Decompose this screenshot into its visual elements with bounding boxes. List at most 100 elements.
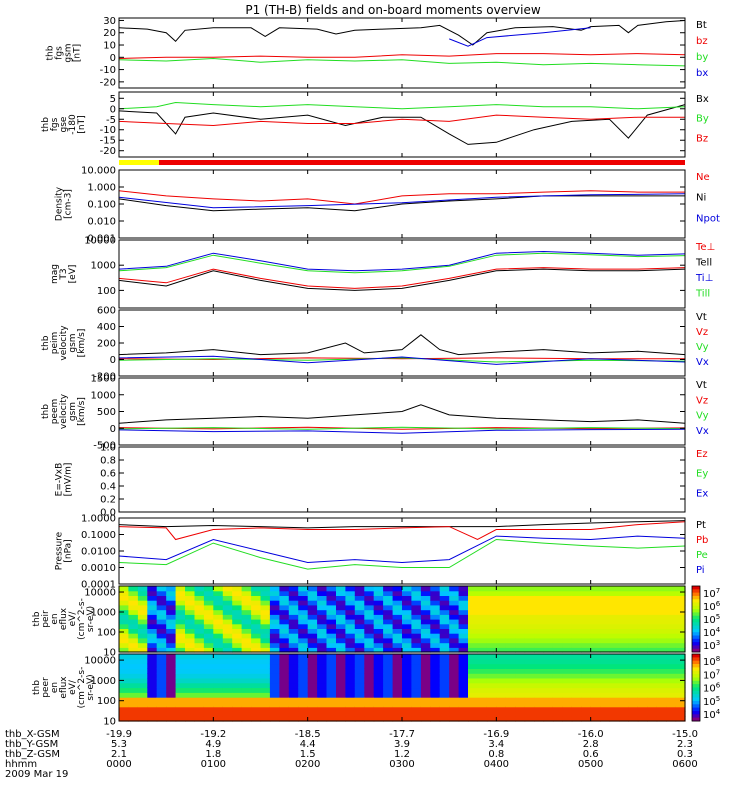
y-tick-label: 10 — [103, 717, 116, 728]
y-tick-label: 1.0000 — [81, 514, 116, 525]
y-axis-label: velocity — [59, 393, 69, 429]
series-line-Vy — [118, 426, 686, 430]
y-axis-label: thb — [32, 611, 42, 626]
series-line-bx — [449, 27, 591, 47]
y-axis-label: gse — [59, 116, 69, 132]
y-tick-label: 0.8 — [100, 456, 116, 467]
series-line-Bt — [118, 20, 686, 46]
time-axis-tick-label: 2.3 — [677, 739, 693, 750]
legend-entry: Till — [695, 289, 710, 300]
time-axis-tick-label: 1.5 — [300, 749, 316, 760]
y-axis-label: eV/ — [68, 679, 78, 695]
time-axis-tick-label: -17.7 — [389, 729, 415, 740]
legend-pressure: Pt Pb Pe Pi — [696, 520, 708, 576]
panel-pressure: Pt Pb Pe Pi 1.0000 0.1000 0.0100 0.0010 0.0001 Pr… — [55, 514, 709, 591]
mode-bar — [119, 160, 685, 165]
spectrogram-peer_spec — [119, 654, 686, 722]
colorbar-tick-label: 108 — [703, 655, 720, 668]
colorbar-tick-label: 106 — [703, 682, 721, 695]
time-axis-tick-label: 0600 — [672, 759, 697, 770]
y-axis-label: velocity — [59, 325, 69, 361]
y-tick-label: 0.0010 — [81, 563, 116, 574]
colorbar-tick-label: 105 — [703, 695, 720, 708]
legend-entry: Npot — [696, 213, 720, 224]
time-axis-tick-label: 5.3 — [111, 739, 127, 750]
y-axis-label: [mV/m] — [64, 463, 74, 497]
y-axis-label: [nPa] — [64, 539, 74, 562]
legend-entry: Vy — [696, 342, 709, 353]
legend-entry: Vt — [696, 312, 707, 323]
panel-frame — [118, 91, 686, 158]
colorbar-tick-label: 105 — [703, 613, 720, 626]
y-tick-label: 10 — [103, 41, 116, 52]
y-tick-label: 0.1000 — [81, 530, 116, 541]
panel-temperature: Te⊥ Tell Ti⊥ Till 10000 1000 100 mag T3 [eV] — [50, 236, 715, 309]
legend-entry: Vx — [696, 357, 709, 368]
legend-entry: Pt — [696, 520, 706, 531]
time-axis-tick-label: 4.9 — [205, 739, 221, 750]
y-axis-label: thb — [41, 117, 51, 132]
legend-entry: Vz — [696, 327, 708, 338]
colorbar-tick-label: 104 — [703, 626, 721, 639]
y-tick-label: -20 — [100, 77, 116, 88]
legend-entry: bx — [696, 68, 708, 79]
time-axis-row-label: thb_Z-GSM — [5, 749, 60, 760]
colorbar-tick-label: 107 — [703, 587, 720, 600]
y-tick-label: 0 — [110, 104, 116, 115]
y-axis-label: thb — [41, 335, 51, 350]
time-axis-tick-label: -18.5 — [295, 729, 321, 740]
y-axis-label: (cm^2-s- — [77, 667, 87, 709]
y-tick-label: 0 — [110, 53, 116, 64]
y-tick-label: 0 — [110, 424, 116, 435]
y-tick-label: 20 — [103, 28, 116, 39]
time-axis-tick-label: 2.8 — [583, 739, 599, 750]
y-axis-label: sr-eV) — [86, 674, 96, 700]
y-axis-label: E=-VxB — [55, 463, 65, 497]
panel-density: Ne Ni Npot 10.000 1.000 0.100 0.010 0.001 Densit… — [55, 166, 720, 245]
y-tick-label: 1500 — [91, 374, 116, 385]
colorbar-tick-label: 107 — [703, 668, 720, 681]
panel-velocity_gse: Vt Vz Vy Vx 1500 1000 500 0 -500 thb peem velocity g… — [41, 374, 709, 452]
y-tick-label: -200 — [93, 372, 116, 383]
series-line-Vt — [118, 334, 686, 356]
time-axis-tick-label: 2.1 — [111, 749, 127, 760]
legend-entry: Pe — [696, 550, 708, 561]
legend-entry: By — [696, 114, 709, 125]
y-axis-label: [cm-3] — [64, 189, 74, 219]
legend-entry: Vy — [696, 411, 709, 422]
time-axis-tick-label: 0200 — [295, 759, 320, 770]
y-axis-label: [nT] — [73, 44, 83, 62]
y-tick-label: 0.100 — [87, 200, 116, 211]
legend-entry: Vx — [696, 426, 709, 437]
legend-entry: Bx — [696, 94, 709, 105]
y-tick-label: 0.4 — [100, 482, 116, 493]
legend-entry: by — [696, 52, 708, 63]
y-axis-label: [nT] — [77, 115, 87, 133]
y-tick-label: 10 — [103, 648, 116, 659]
y-tick-label: 1.0 — [100, 443, 116, 454]
y-tick-label: 1000 — [91, 390, 116, 401]
legend-entry: Ex — [696, 488, 708, 499]
panel-frame — [118, 309, 686, 377]
y-axis-label: peem — [50, 399, 60, 425]
series-line-Pi — [118, 535, 686, 564]
series-line-Vz — [118, 426, 686, 430]
legend-entry: Ne — [696, 172, 710, 183]
y-tick-label: 1000 — [91, 608, 116, 619]
legend-fgs_gse: Bx By Bz — [696, 94, 709, 144]
time-axis-tick-label: -16.0 — [578, 729, 604, 740]
time-axis-row-label: hhmm — [5, 759, 37, 770]
series-line-Npot — [118, 193, 686, 209]
colorbar-tick-label: 106 — [703, 600, 721, 613]
time-axis-tick-label: 0000 — [106, 759, 131, 770]
y-tick-label: 10000 — [84, 236, 116, 247]
y-axis-label: peer — [41, 677, 51, 698]
y-axis-label: [km/s] — [77, 397, 87, 426]
y-tick-label: 0.0100 — [81, 547, 116, 558]
time-axis-tick-label: 0100 — [201, 759, 226, 770]
legend-entry: bz — [696, 36, 708, 47]
